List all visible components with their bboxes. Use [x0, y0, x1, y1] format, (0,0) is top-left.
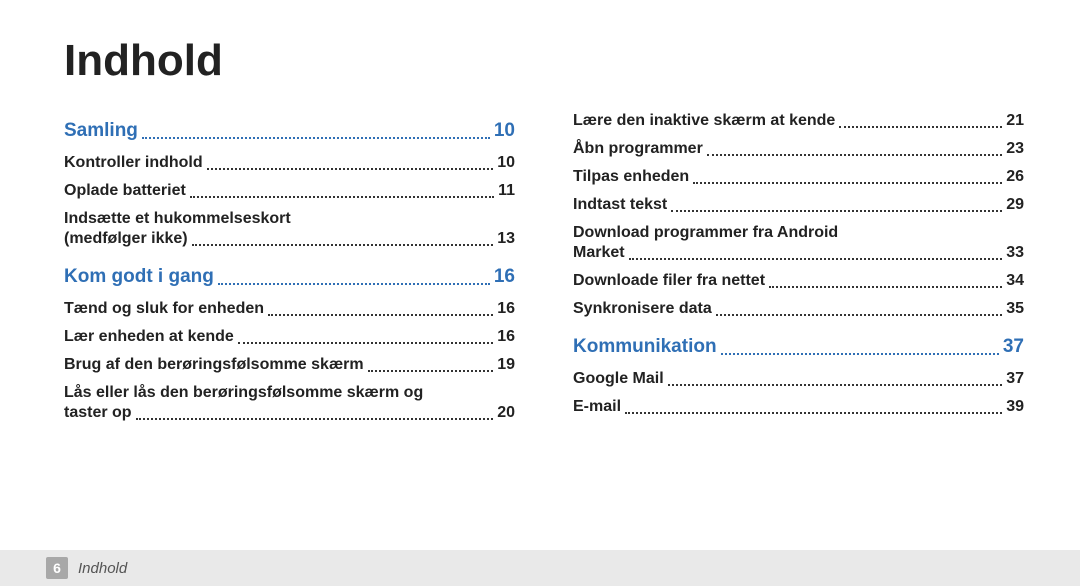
leader-dots — [192, 232, 494, 246]
toc-item[interactable]: Kontroller indhold 10 — [64, 154, 515, 172]
toc-item-page: 10 — [497, 154, 515, 172]
leader-dots — [839, 114, 1002, 128]
toc-item-label: Lær enheden at kende — [64, 328, 234, 346]
toc-item[interactable]: Market 33 — [573, 244, 1024, 262]
toc-item-page: 35 — [1006, 300, 1024, 318]
leader-dots — [190, 184, 494, 198]
leader-dots — [721, 341, 999, 355]
leader-dots — [668, 372, 1003, 386]
toc-section-kom-godt-i-gang[interactable]: Kom godt i gang 16 — [64, 266, 515, 288]
toc-item[interactable]: Brug af den berøringsfølsomme skærm 19 — [64, 356, 515, 374]
toc-item-label: (medfølger ikke) — [64, 230, 188, 248]
toc-item[interactable]: Google Mail 37 — [573, 370, 1024, 388]
toc-item-page: 26 — [1006, 168, 1024, 186]
toc-item-label: Kontroller indhold — [64, 154, 203, 172]
toc-item-page: 33 — [1006, 244, 1024, 262]
toc-item-label: Lære den inaktive skærm at kende — [573, 112, 835, 130]
toc-item-page: 13 — [497, 230, 515, 248]
toc-item-label: Market — [573, 244, 625, 262]
toc-item-page: 21 — [1006, 112, 1024, 130]
leader-dots — [693, 170, 1002, 184]
toc-item[interactable]: Lær enheden at kende 16 — [64, 328, 515, 346]
toc-item[interactable]: Tilpas enheden 26 — [573, 168, 1024, 186]
toc-item-label: Tilpas enheden — [573, 168, 689, 186]
toc-item[interactable]: Synkronisere data 35 — [573, 300, 1024, 318]
leader-dots — [368, 358, 494, 372]
toc-section-samling[interactable]: Samling 10 — [64, 120, 515, 142]
toc-item[interactable]: Åbn programmer 23 — [573, 140, 1024, 158]
page-footer: 6 Indhold — [0, 550, 1080, 586]
toc-item-label: Downloade filer fra nettet — [573, 272, 765, 290]
toc-column-left: Samling 10 Kontroller indhold 10 Oplade … — [64, 112, 515, 432]
toc-item-label: E-mail — [573, 398, 621, 416]
toc-item[interactable]: Lære den inaktive skærm at kende 21 — [573, 112, 1024, 130]
leader-dots — [207, 156, 494, 170]
toc-item-page: 16 — [497, 300, 515, 318]
toc-column-right: Lære den inaktive skærm at kende 21 Åbn … — [573, 112, 1024, 432]
toc-item-page: 11 — [498, 182, 515, 200]
toc-item-label: Brug af den berøringsfølsomme skærm — [64, 356, 364, 374]
leader-dots — [218, 271, 490, 285]
toc-item-line1: Indsætte et hukommelseskort — [64, 210, 515, 228]
leader-dots — [238, 330, 493, 344]
toc-item[interactable]: E-mail 39 — [573, 398, 1024, 416]
toc-item-page: 34 — [1006, 272, 1024, 290]
toc-section-page: 10 — [494, 120, 515, 142]
toc-columns: Samling 10 Kontroller indhold 10 Oplade … — [64, 112, 1024, 432]
toc-item-label: Google Mail — [573, 370, 664, 388]
toc-item-page: 39 — [1006, 398, 1024, 416]
leader-dots — [671, 198, 1002, 212]
leader-dots — [136, 406, 494, 420]
leader-dots — [629, 246, 1003, 260]
page-title: Indhold — [64, 36, 1024, 86]
page-number-badge: 6 — [46, 557, 68, 579]
toc-item-page: 23 — [1006, 140, 1024, 158]
toc-item-page: 16 — [497, 328, 515, 346]
toc-item[interactable]: taster op 20 — [64, 404, 515, 422]
toc-item[interactable]: Indtast tekst 29 — [573, 196, 1024, 214]
toc-section-label: Kommunikation — [573, 336, 717, 358]
toc-item-page: 37 — [1006, 370, 1024, 388]
toc-item-page: 29 — [1006, 196, 1024, 214]
toc-item-page: 20 — [497, 404, 515, 422]
leader-dots — [769, 274, 1002, 288]
toc-item[interactable]: Tænd og sluk for enheden 16 — [64, 300, 515, 318]
toc-item-line1: Lås eller lås den berøringsfølsomme skær… — [64, 384, 515, 402]
leader-dots — [625, 400, 1002, 414]
leader-dots — [268, 302, 493, 316]
toc-item-label: taster op — [64, 404, 132, 422]
page: Indhold Samling 10 Kontroller indhold 10… — [0, 0, 1080, 586]
toc-section-page: 16 — [494, 266, 515, 288]
toc-section-kommunikation[interactable]: Kommunikation 37 — [573, 336, 1024, 358]
toc-item-label: Indtast tekst — [573, 196, 667, 214]
leader-dots — [707, 142, 1002, 156]
toc-item-page: 19 — [497, 356, 515, 374]
toc-item[interactable]: (medfølger ikke) 13 — [64, 230, 515, 248]
footer-title: Indhold — [78, 560, 127, 577]
toc-item[interactable]: Oplade batteriet 11 — [64, 182, 515, 200]
toc-item[interactable]: Downloade filer fra nettet 34 — [573, 272, 1024, 290]
toc-item-label: Tænd og sluk for enheden — [64, 300, 264, 318]
leader-dots — [142, 125, 490, 139]
toc-item-label: Synkronisere data — [573, 300, 712, 318]
toc-section-page: 37 — [1003, 336, 1024, 358]
leader-dots — [716, 302, 1002, 316]
toc-item-label: Åbn programmer — [573, 140, 703, 158]
toc-item-line1: Download programmer fra Android — [573, 224, 1024, 242]
toc-section-label: Samling — [64, 120, 138, 142]
toc-item-label: Oplade batteriet — [64, 182, 186, 200]
toc-section-label: Kom godt i gang — [64, 266, 214, 288]
